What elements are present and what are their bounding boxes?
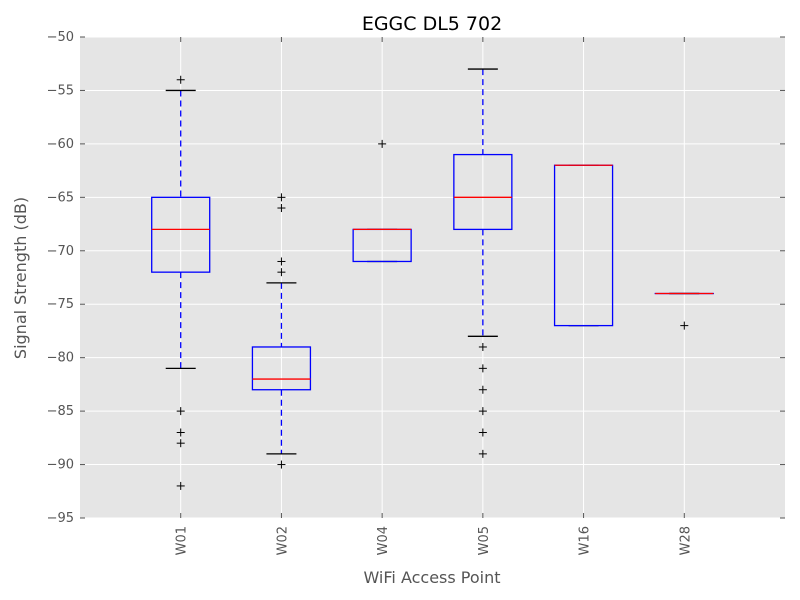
flier-point [478,449,487,458]
iqr-box [151,196,211,273]
x-tick-label: W02 [275,526,290,555]
box-w04 [352,139,412,263]
x-tick-label: W04 [376,526,391,555]
flier-point [378,139,387,148]
flier-point [176,75,185,84]
flier-point [277,268,286,277]
box-w01 [151,75,211,490]
flier-point [277,257,286,266]
box-w02 [251,193,312,469]
boxes [151,68,714,490]
flier-point [176,428,185,437]
y-tick-label: −90 [47,458,74,473]
y-tick-label: −95 [47,511,74,526]
flier-point [478,342,487,351]
grid-lines [80,36,785,519]
x-tick-label: W16 [578,526,593,555]
y-tick-label: −60 [47,137,74,152]
y-tick-label: −55 [47,83,74,98]
x-tick-label: W28 [678,526,693,555]
flier-point [277,193,286,202]
box-w28 [654,292,714,330]
y-tick-label: −65 [47,190,74,205]
flier-point [478,407,487,416]
flier-point [478,428,487,437]
box-w16 [553,164,614,327]
box-w05 [453,68,513,458]
y-tick-label: −70 [47,244,74,259]
iqr-box [453,153,513,231]
x-tick-label: W01 [175,526,190,555]
y-axis-label: Signal Strength (dB) [11,197,30,359]
plot-area [80,37,785,518]
flier-point [176,481,185,490]
flier-point [478,364,487,373]
flier-point [176,439,185,448]
flier-point [680,321,689,330]
flier-point [277,460,286,469]
y-tick-label: −80 [47,351,74,366]
x-tick-label: W05 [477,526,492,555]
y-tick-label: −75 [47,297,74,312]
x-axis-label: WiFi Access Point [363,568,500,587]
iqr-box [251,346,312,391]
chart-title: EGGC DL5 702 [362,13,502,35]
flier-point [478,385,487,394]
flier-point [277,204,286,213]
flier-point [176,407,185,416]
y-tick-label: −50 [47,30,74,45]
y-tick-label: −85 [47,404,74,419]
axes: −95 −90 −85 −80 −75 −70 −65 −60 −55 −50 W01 W02 W04 W… [47,30,785,555]
